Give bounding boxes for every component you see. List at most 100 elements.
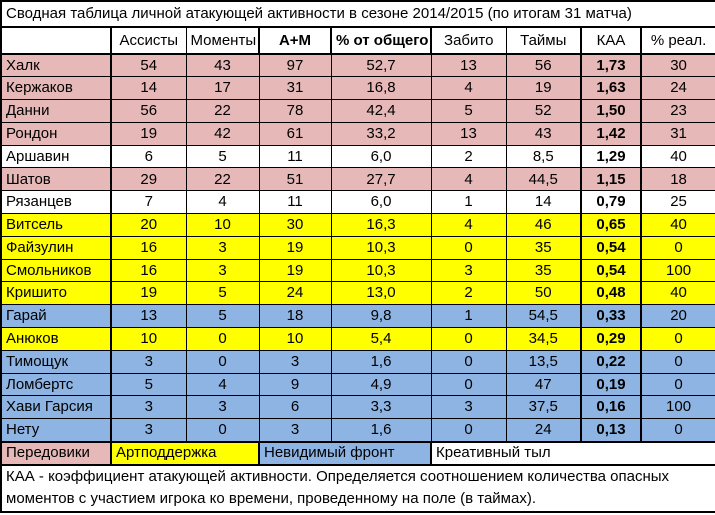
moments-cell: 5 bbox=[185, 144, 260, 169]
a-plus-m-cell: 3 bbox=[258, 349, 332, 374]
kaa-cell: 0,54 bbox=[580, 235, 642, 260]
player-name-cell: Витсель bbox=[0, 213, 112, 237]
moments-cell: 5 bbox=[185, 304, 260, 329]
column-header-name bbox=[0, 26, 112, 55]
a-plus-m-cell: 6 bbox=[258, 395, 332, 420]
assists-cell: 10 bbox=[110, 327, 187, 351]
moments-cell: 0 bbox=[185, 349, 260, 374]
halves-cell: 47 bbox=[505, 372, 582, 397]
halves-cell: 43 bbox=[505, 121, 582, 146]
a-plus-m-cell: 19 bbox=[258, 235, 332, 260]
column-header-assists: Ассисты bbox=[110, 26, 187, 55]
pct-real-cell: 30 bbox=[640, 53, 715, 78]
halves-cell: 44,5 bbox=[505, 167, 582, 192]
pct-real-cell: 20 bbox=[640, 304, 715, 329]
player-name-cell: Рондон bbox=[0, 121, 112, 146]
legend-invisible-front: Невидимый фронт bbox=[258, 440, 432, 466]
a-plus-m-cell: 10 bbox=[258, 327, 332, 351]
scored-cell: 4 bbox=[430, 76, 507, 101]
kaa-cell: 1,73 bbox=[580, 53, 642, 78]
kaa-cell: 0,65 bbox=[580, 213, 642, 237]
halves-cell: 52 bbox=[505, 99, 582, 123]
a-plus-m-cell: 30 bbox=[258, 213, 332, 237]
pct-of-total-cell: 16,8 bbox=[330, 76, 432, 101]
a-plus-m-cell: 3 bbox=[258, 418, 332, 443]
table-row: Ломбертс 5 4 9 4,9 0 47 0,19 0 bbox=[0, 372, 715, 397]
pct-of-total-cell: 3,3 bbox=[330, 395, 432, 420]
player-name-cell: Ломбертс bbox=[0, 372, 112, 397]
pct-real-cell: 40 bbox=[640, 144, 715, 169]
pct-of-total-cell: 4,9 bbox=[330, 372, 432, 397]
assists-cell: 14 bbox=[110, 76, 187, 101]
table-row: Гарай 13 5 18 9,8 1 54,5 0,33 20 bbox=[0, 304, 715, 329]
a-plus-m-cell: 78 bbox=[258, 99, 332, 123]
table-title: Сводная таблица личной атакующей активно… bbox=[0, 0, 715, 28]
player-name-cell: Тимощук bbox=[0, 349, 112, 374]
a-plus-m-cell: 24 bbox=[258, 281, 332, 306]
pct-real-cell: 0 bbox=[640, 327, 715, 351]
assists-cell: 3 bbox=[110, 418, 187, 443]
halves-cell: 34,5 bbox=[505, 327, 582, 351]
legend-creative-rear: Креативный тыл bbox=[429, 440, 715, 466]
scored-cell: 0 bbox=[430, 418, 507, 443]
moments-cell: 10 bbox=[185, 213, 260, 237]
pct-of-total-cell: 5,4 bbox=[330, 327, 432, 351]
moments-cell: 3 bbox=[185, 258, 260, 283]
scored-cell: 0 bbox=[430, 235, 507, 260]
legend-row: Передовики Артподдержка Невидимый фронт … bbox=[0, 440, 715, 466]
moments-cell: 22 bbox=[185, 167, 260, 192]
player-name-cell: Шатов bbox=[0, 167, 112, 192]
table-row: Шатов 29 22 51 27,7 4 44,5 1,15 18 bbox=[0, 167, 715, 192]
title-row: Сводная таблица личной атакующей активно… bbox=[0, 0, 715, 28]
player-name-cell: Рязанцев bbox=[0, 190, 112, 215]
player-name-cell: Анюков bbox=[0, 327, 112, 351]
scored-cell: 13 bbox=[430, 121, 507, 146]
assists-cell: 6 bbox=[110, 144, 187, 169]
halves-cell: 24 bbox=[505, 418, 582, 443]
player-name-cell: Гарай bbox=[0, 304, 112, 329]
assists-cell: 29 bbox=[110, 167, 187, 192]
pct-of-total-cell: 42,4 bbox=[330, 99, 432, 123]
pct-real-cell: 0 bbox=[640, 349, 715, 374]
assists-cell: 16 bbox=[110, 258, 187, 283]
player-name-cell: Кержаков bbox=[0, 76, 112, 101]
halves-cell: 35 bbox=[505, 258, 582, 283]
a-plus-m-cell: 11 bbox=[258, 190, 332, 215]
table-row: Тимощук 3 0 3 1,6 0 13,5 0,22 0 bbox=[0, 349, 715, 374]
moments-cell: 3 bbox=[185, 395, 260, 420]
table-row: Анюков 10 0 10 5,4 0 34,5 0,29 0 bbox=[0, 327, 715, 351]
scored-cell: 0 bbox=[430, 327, 507, 351]
pct-of-total-cell: 1,6 bbox=[330, 418, 432, 443]
pct-of-total-cell: 10,3 bbox=[330, 258, 432, 283]
assists-cell: 3 bbox=[110, 349, 187, 374]
moments-cell: 5 bbox=[185, 281, 260, 306]
kaa-cell: 1,29 bbox=[580, 144, 642, 169]
pct-real-cell: 100 bbox=[640, 395, 715, 420]
table-row: Хави Гарсия 3 3 6 3,3 3 37,5 0,16 100 bbox=[0, 395, 715, 420]
kaa-footnote: КАА - коэффициент атакующей активности. … bbox=[0, 463, 715, 513]
kaa-cell: 0,16 bbox=[580, 395, 642, 420]
kaa-cell: 0,13 bbox=[580, 418, 642, 443]
table-row: Кержаков 14 17 31 16,8 4 19 1,63 24 bbox=[0, 76, 715, 101]
halves-cell: 56 bbox=[505, 53, 582, 78]
pct-real-cell: 40 bbox=[640, 213, 715, 237]
column-header-pct-of-total: % от общего bbox=[330, 26, 432, 55]
scored-cell: 2 bbox=[430, 281, 507, 306]
legend-artillery-support: Артподдержка bbox=[110, 440, 260, 466]
player-name-cell: Хави Гарсия bbox=[0, 395, 112, 420]
moments-cell: 0 bbox=[185, 418, 260, 443]
pct-of-total-cell: 52,7 bbox=[330, 53, 432, 78]
pct-of-total-cell: 6,0 bbox=[330, 190, 432, 215]
halves-cell: 35 bbox=[505, 235, 582, 260]
scored-cell: 5 bbox=[430, 99, 507, 123]
assists-cell: 3 bbox=[110, 395, 187, 420]
assists-cell: 16 bbox=[110, 235, 187, 260]
moments-cell: 43 bbox=[185, 53, 260, 78]
pct-of-total-cell: 9,8 bbox=[330, 304, 432, 329]
assists-cell: 5 bbox=[110, 372, 187, 397]
table-row: Файзулин 16 3 19 10,3 0 35 0,54 0 bbox=[0, 235, 715, 260]
scored-cell: 0 bbox=[430, 349, 507, 374]
moments-cell: 4 bbox=[185, 190, 260, 215]
column-header-a-plus-m: А+М bbox=[258, 26, 332, 55]
kaa-cell: 0,54 bbox=[580, 258, 642, 283]
